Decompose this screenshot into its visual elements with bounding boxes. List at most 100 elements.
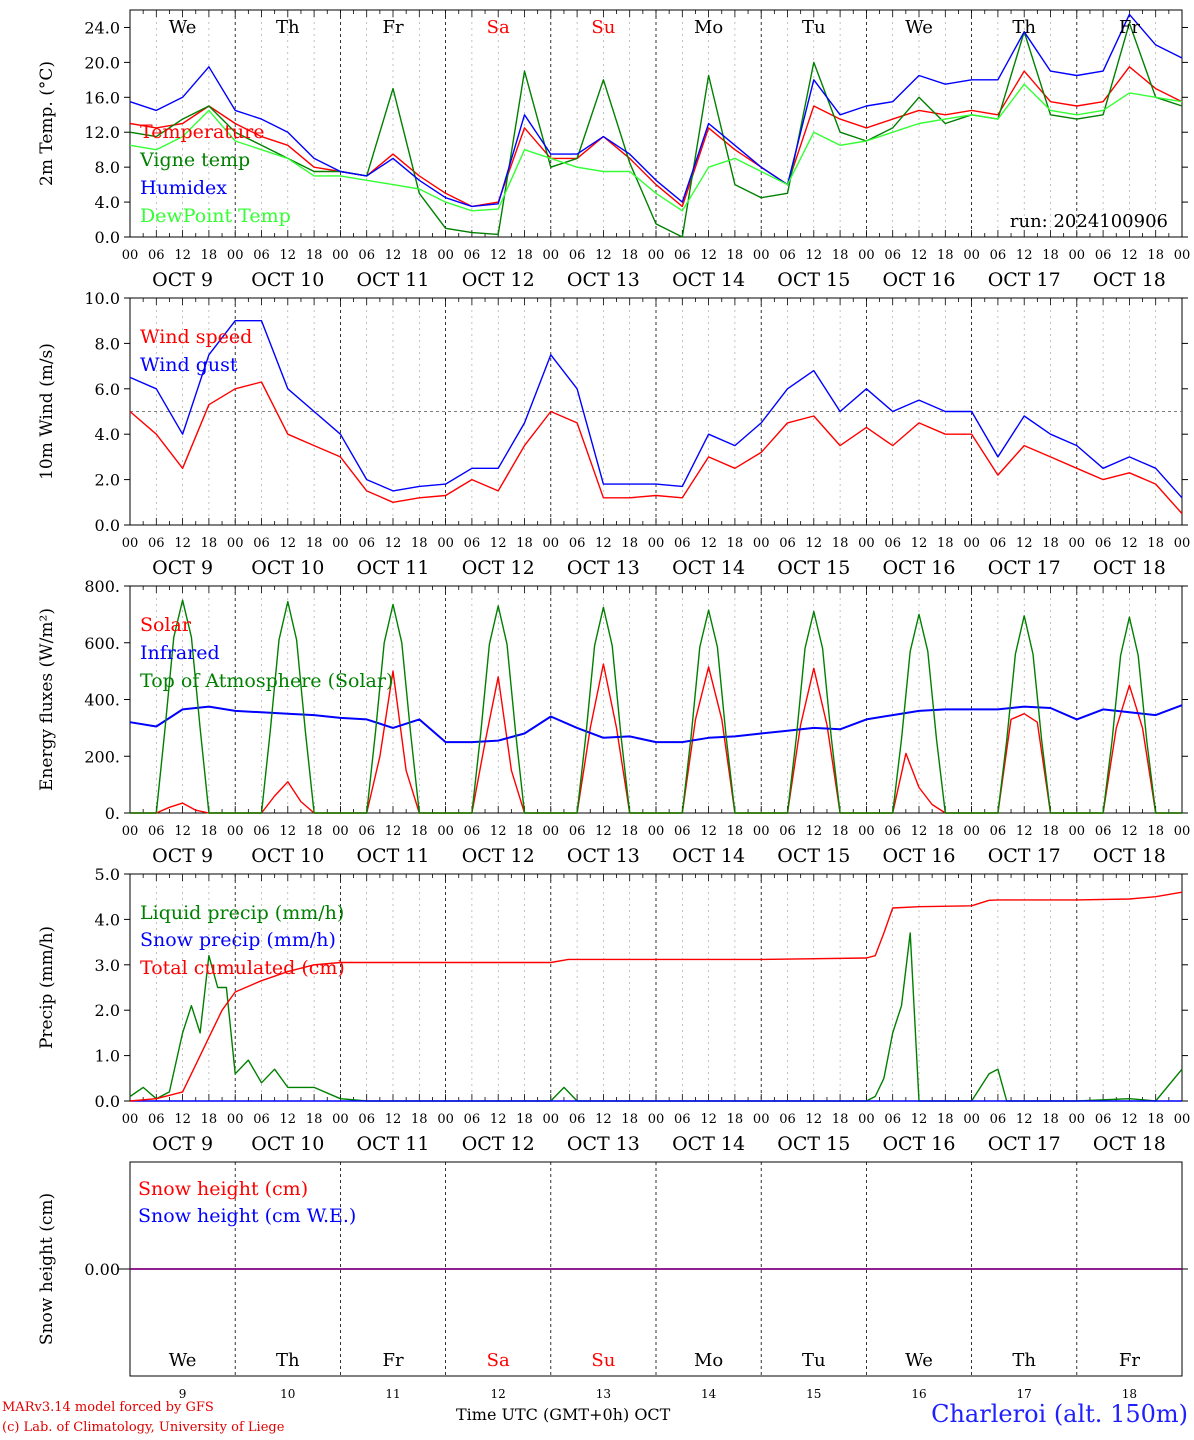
- legend-entry: Wind speed: [140, 326, 252, 348]
- x-axis-title: Time UTC (GMT+0h) OCT: [456, 1405, 670, 1424]
- legend-entry: Top of Atmosphere (Solar): [140, 670, 393, 692]
- hour-tick-label: 00: [963, 248, 980, 263]
- series-line-total-cumulated-cm: [129, 891, 1183, 1102]
- hour-tick-label: 06: [464, 536, 481, 551]
- date-label: OCT 15: [777, 557, 850, 579]
- date-label: OCT 13: [567, 1133, 640, 1155]
- hour-tick-label: 06: [464, 824, 481, 839]
- date-label: OCT 14: [672, 557, 745, 579]
- date-label: OCT 18: [1093, 845, 1166, 867]
- date-label: OCT 17: [988, 845, 1061, 867]
- weekday-label: Mo: [694, 17, 723, 38]
- hour-tick-label: 06: [884, 1112, 901, 1127]
- weekday-label: Fr: [382, 17, 403, 38]
- date-label: OCT 18: [1093, 557, 1166, 579]
- y-tick-label: 0.0: [95, 516, 120, 535]
- hour-tick-label: 12: [595, 824, 612, 839]
- hour-tick-label: 06: [990, 1112, 1007, 1127]
- hour-tick-label: 06: [464, 1112, 481, 1127]
- y-tick-label: 3.0: [95, 956, 120, 975]
- legend-entry: Snow height (cm W.E.): [138, 1205, 356, 1227]
- y-tick-label: 600.: [84, 634, 120, 653]
- hour-tick-label: 18: [621, 1112, 638, 1127]
- hour-tick-label: 06: [1095, 248, 1112, 263]
- panel-2: [124, 297, 1188, 526]
- x-axis-title-text: Time UTC (GMT+0h): [456, 1405, 630, 1424]
- hour-tick-label: 18: [1147, 1112, 1164, 1127]
- hour-tick-label: 06: [148, 536, 165, 551]
- hour-tick-label: 06: [358, 824, 375, 839]
- hour-tick-label: 12: [280, 1112, 297, 1127]
- hour-tick-label: 06: [779, 1112, 796, 1127]
- y-tick-label: 10.0: [84, 289, 120, 308]
- hour-tick-label: 06: [253, 248, 270, 263]
- weekday-label: Th: [1012, 17, 1036, 38]
- hour-tick-label: 18: [516, 248, 533, 263]
- hour-tick-label: 06: [253, 1112, 270, 1127]
- hour-tick-label: 06: [1095, 824, 1112, 839]
- hour-tick-label: 18: [1147, 536, 1164, 551]
- hour-tick-label: 06: [779, 536, 796, 551]
- legend-entry: Wind gust: [140, 354, 238, 376]
- hour-tick-label: 00: [227, 1112, 244, 1127]
- hour-tick-label: 00: [437, 824, 454, 839]
- y-tick-label: 2.0: [95, 1001, 120, 1020]
- hour-tick-label: 06: [990, 824, 1007, 839]
- hour-tick-label: 06: [1095, 536, 1112, 551]
- hour-tick-label: 18: [201, 248, 218, 263]
- hour-tick-label: 00: [858, 824, 875, 839]
- date-label: OCT 9: [152, 557, 213, 579]
- date-label: OCT 16: [882, 557, 955, 579]
- hour-tick-label: 12: [280, 824, 297, 839]
- legend-entry: Solar: [140, 614, 192, 636]
- series-line-liquid-precip-mm-h: [129, 932, 1183, 1102]
- hour-tick-label: 12: [595, 248, 612, 263]
- hour-tick-label: 00: [963, 824, 980, 839]
- date-label: OCT 13: [567, 269, 640, 291]
- hour-tick-label: 12: [1121, 248, 1138, 263]
- hour-tick-label: 12: [911, 248, 928, 263]
- weekday-label: Fr: [1119, 17, 1140, 38]
- hour-tick-label: 18: [1042, 536, 1059, 551]
- hour-tick-label: 18: [937, 1112, 954, 1127]
- hour-tick-label: 12: [385, 1112, 402, 1127]
- hour-tick-label: 06: [990, 248, 1007, 263]
- hour-tick-label: 12: [490, 824, 507, 839]
- hour-tick-label: 00: [648, 536, 665, 551]
- weekday-label: We: [905, 17, 933, 38]
- hour-tick-label: 06: [569, 824, 586, 839]
- hour-tick-label: 00: [648, 248, 665, 263]
- hour-tick-label: 00: [1069, 1112, 1086, 1127]
- hour-tick-label: 06: [148, 1112, 165, 1127]
- weekday-label: Mo: [694, 1350, 723, 1371]
- y-tick-label: 8.0: [95, 334, 120, 353]
- hour-tick-label: 06: [674, 248, 691, 263]
- date-label: OCT 16: [882, 269, 955, 291]
- hour-tick-label: 18: [727, 248, 744, 263]
- hour-tick-label: 06: [674, 824, 691, 839]
- hour-tick-label: 12: [174, 536, 191, 551]
- date-label: OCT 11: [356, 269, 429, 291]
- y-tick-label: 20.0: [84, 53, 120, 72]
- date-label: OCT 10: [251, 845, 324, 867]
- y-tick-label: 0.0: [95, 228, 120, 247]
- x-axis-month: OCT: [634, 1405, 671, 1424]
- series-line-vigne-temp: [129, 22, 1183, 238]
- day-number-label: 13: [596, 1387, 611, 1401]
- hour-tick-label: 00: [332, 824, 349, 839]
- hour-tick-label: 18: [727, 1112, 744, 1127]
- panel-3: [124, 585, 1188, 814]
- y-tick-label: 800.: [84, 577, 120, 596]
- date-label: OCT 17: [988, 269, 1061, 291]
- hour-tick-label: 06: [779, 824, 796, 839]
- hour-tick-label: 00: [437, 536, 454, 551]
- weekday-label: We: [905, 1350, 933, 1371]
- hour-tick-label: 12: [1016, 536, 1033, 551]
- hour-tick-label: 00: [437, 1112, 454, 1127]
- y-tick-label: 5.0: [95, 865, 120, 884]
- legend-entry: Infrared: [140, 642, 220, 664]
- legend-entry: Total cumulated (cm): [140, 957, 345, 979]
- hour-tick-label: 18: [1042, 248, 1059, 263]
- hour-tick-label: 12: [1121, 536, 1138, 551]
- hour-tick-label: 12: [174, 248, 191, 263]
